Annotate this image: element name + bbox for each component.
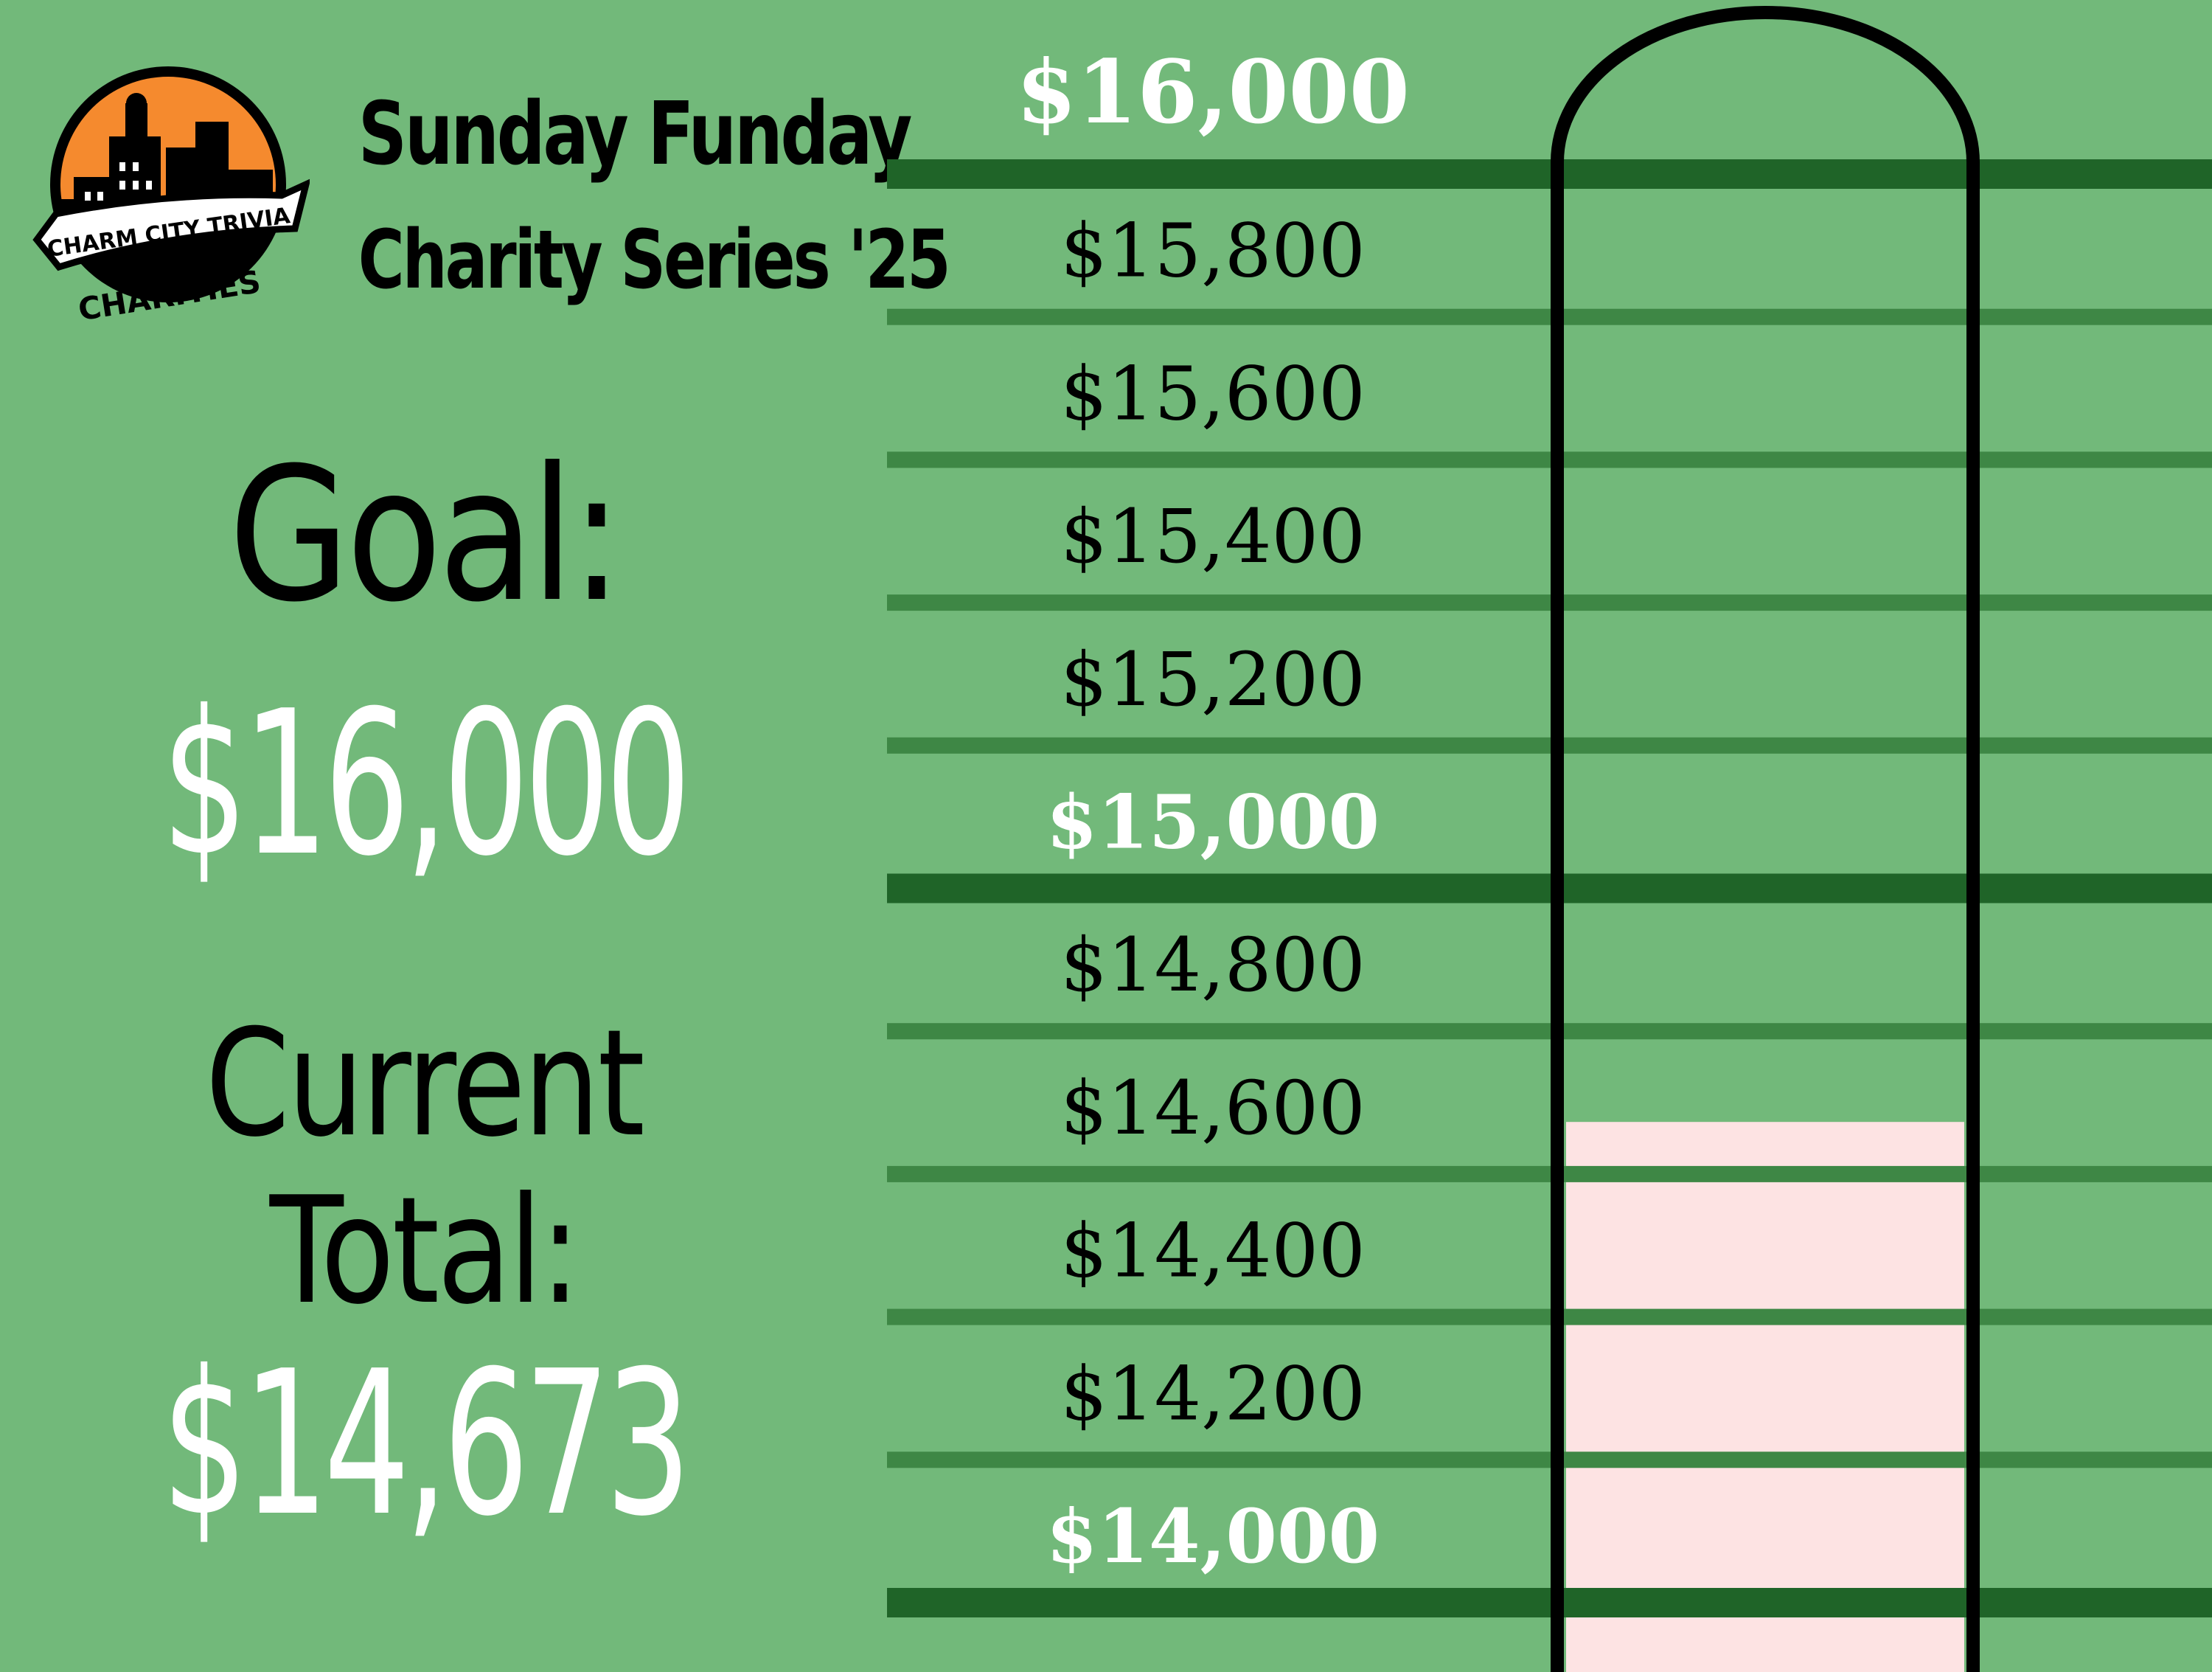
current-label: Current bbox=[205, 998, 644, 1170]
tick-label-7: $14,600 bbox=[1060, 1065, 1366, 1151]
tick-label-6: $14,800 bbox=[1060, 922, 1366, 1008]
total-label: Total: bbox=[269, 1165, 581, 1337]
tick-line-4 bbox=[887, 737, 2212, 754]
tick-label-8: $14,400 bbox=[1060, 1208, 1366, 1294]
current-amount: $14,673 bbox=[161, 1328, 691, 1560]
tick-line-10 bbox=[887, 1588, 2212, 1617]
tick-label-3: $15,400 bbox=[1060, 493, 1366, 580]
tick-label-5: $15,000 bbox=[1046, 779, 1380, 866]
tick-label-10: $14,000 bbox=[1046, 1493, 1380, 1580]
tick-line-8 bbox=[887, 1308, 2212, 1325]
tick-line-0 bbox=[887, 159, 2212, 189]
logo-banner-ribbon bbox=[32, 178, 310, 271]
tick-line-2 bbox=[887, 451, 2212, 468]
thermometer-fill-level bbox=[1566, 1122, 1964, 1672]
tick-label-0: $16,000 bbox=[1016, 41, 1410, 143]
tick-label-4: $15,200 bbox=[1060, 636, 1366, 723]
tick-line-6 bbox=[887, 1023, 2212, 1040]
tick-label-1: $15,800 bbox=[1060, 208, 1366, 294]
charm-city-trivia-charities-logo: CHARM CITY TRIVIA CHARITIES bbox=[32, 66, 310, 327]
tick-line-7 bbox=[887, 1165, 2212, 1182]
tick-label-9: $14,200 bbox=[1060, 1350, 1366, 1437]
goal-amount: $16,000 bbox=[161, 667, 691, 900]
tick-line-3 bbox=[887, 594, 2212, 611]
tick-label-2: $15,600 bbox=[1060, 350, 1366, 437]
tick-line-9 bbox=[887, 1451, 2212, 1468]
tick-line-1 bbox=[887, 308, 2212, 325]
thermometer-tube-outline bbox=[1551, 5, 1980, 1672]
goal-label: Goal: bbox=[228, 428, 623, 642]
tick-line-5 bbox=[887, 873, 2212, 903]
